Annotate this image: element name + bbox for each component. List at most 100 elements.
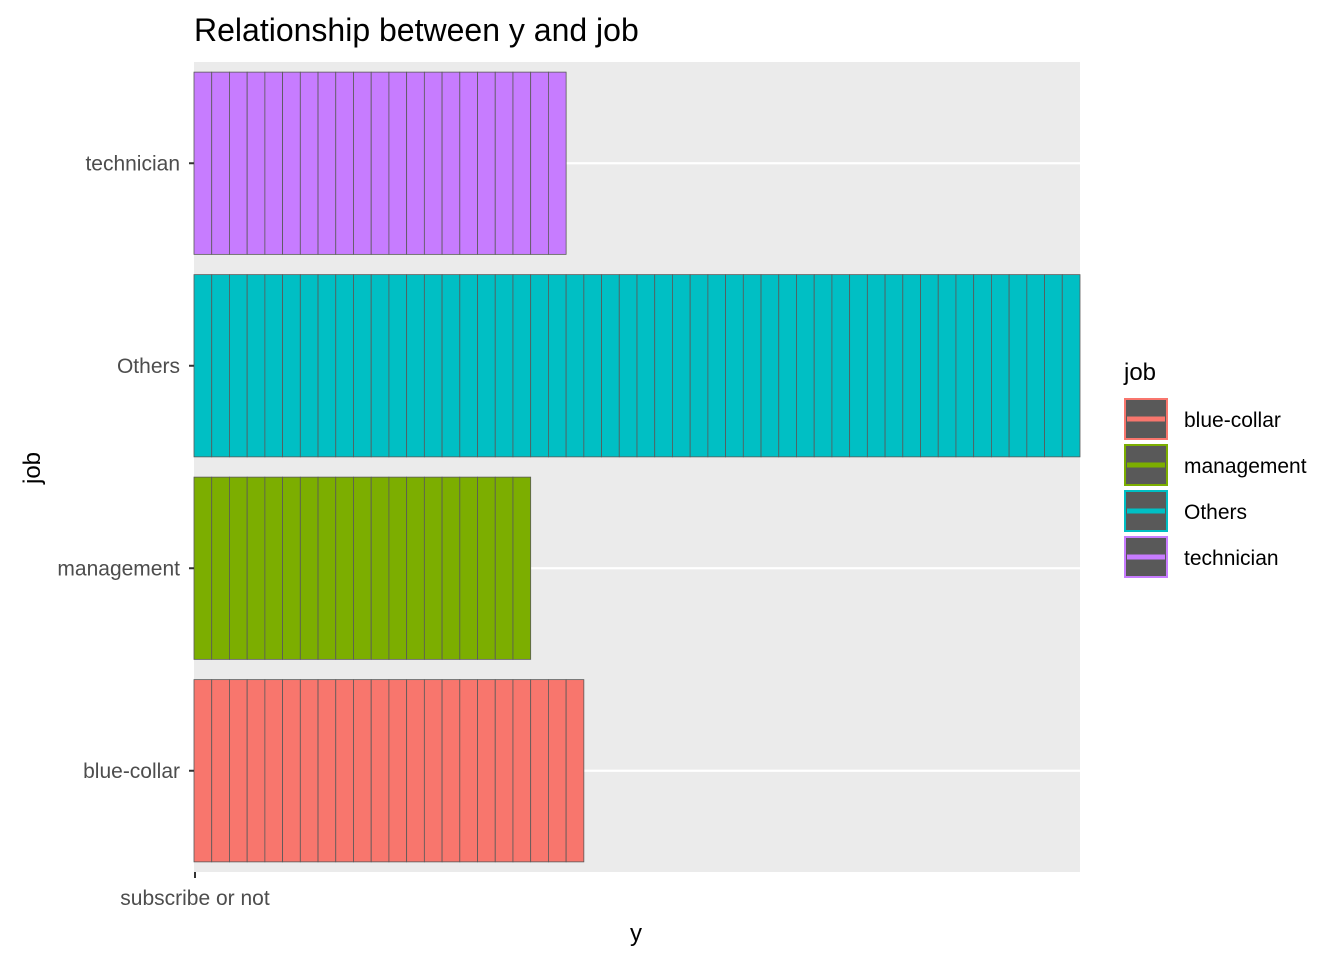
bar-segment-technician	[406, 71, 425, 255]
bar-segment-Others	[512, 274, 532, 458]
bars	[193, 71, 1081, 863]
legend-item-management: management	[1124, 444, 1307, 486]
bar-segment-Others	[1061, 274, 1081, 458]
bar-segment-technician	[388, 71, 408, 255]
bar-Others	[193, 274, 1081, 458]
bar-segment-blue-collar	[264, 679, 284, 863]
bar-segment-Others	[636, 274, 656, 458]
bar-segment-Others	[459, 274, 478, 458]
bar-technician	[193, 71, 567, 255]
bar-segment-Others	[654, 274, 673, 458]
bar-segment-Others	[264, 274, 284, 458]
bar-segment-technician	[423, 71, 443, 255]
bar-segment-Others	[973, 274, 992, 458]
bar-management	[193, 476, 532, 660]
bar-segment-Others	[370, 274, 390, 458]
bar-segment-Others	[778, 274, 797, 458]
y-tick-label: Others	[117, 355, 180, 378]
bar-segment-management	[229, 476, 248, 660]
bar-segment-Others	[1044, 274, 1063, 458]
y-axis-title: job	[19, 452, 46, 485]
bar-segment-Others	[583, 274, 602, 458]
bar-segment-blue-collar	[565, 679, 585, 863]
bar-segment-Others	[211, 274, 230, 458]
bar-segment-Others	[937, 274, 957, 458]
bar-segment-Others	[725, 274, 744, 458]
bar-segment-technician	[477, 71, 496, 255]
y-tick-label: management	[57, 557, 180, 580]
bar-segment-Others	[849, 274, 868, 458]
bar-segment-technician	[530, 71, 549, 255]
x-axis: subscribe or not	[120, 872, 270, 910]
bar-segment-blue-collar	[211, 679, 230, 863]
y-axis: blue-collar management Others technician	[57, 152, 194, 783]
bar-segment-technician	[246, 71, 266, 255]
bar-segment-blue-collar	[459, 679, 478, 863]
bar-segment-Others	[831, 274, 851, 458]
bar-segment-Others	[406, 274, 425, 458]
bar-segment-technician	[370, 71, 390, 255]
bar-segment-blue-collar	[282, 679, 301, 863]
bar-segment-Others	[353, 274, 372, 458]
bar-segment-management	[423, 476, 443, 660]
bar-segment-management	[317, 476, 337, 660]
bar-segment-blue-collar	[530, 679, 549, 863]
bar-segment-Others	[796, 274, 815, 458]
legend-label: Others	[1184, 501, 1247, 524]
bar-segment-blue-collar	[423, 679, 443, 863]
bar-segment-Others	[335, 274, 354, 458]
bar-segment-Others	[388, 274, 408, 458]
bar-segment-technician	[282, 71, 301, 255]
bar-segment-blue-collar	[317, 679, 337, 863]
bar-segment-Others	[423, 274, 443, 458]
bar-segment-management	[211, 476, 230, 660]
bar-segment-management	[477, 476, 496, 660]
legend-item-blue-collar: blue-collar	[1124, 398, 1281, 440]
bar-segment-management	[193, 476, 213, 660]
bar-segment-technician	[548, 71, 567, 255]
bar-segment-management	[494, 476, 514, 660]
bar-segment-management	[282, 476, 301, 660]
legend: job blue-collar management Others technicia…	[1123, 359, 1307, 578]
bar-segment-blue-collar	[299, 679, 319, 863]
bar-segment-technician	[353, 71, 372, 255]
bar-segment-Others	[565, 274, 585, 458]
bar-segment-Others	[246, 274, 266, 458]
bar-segment-Others	[866, 274, 886, 458]
bar-segment-Others	[299, 274, 319, 458]
bar-segment-Others	[742, 274, 762, 458]
bar-segment-Others	[813, 274, 833, 458]
bar-segment-management	[406, 476, 425, 660]
bar-segment-technician	[299, 71, 319, 255]
bar-segment-Others	[707, 274, 727, 458]
bar-segment-Others	[317, 274, 337, 458]
legend-label: management	[1184, 455, 1307, 478]
legend-label: technician	[1184, 547, 1279, 570]
bar-segment-technician	[229, 71, 248, 255]
bar-segment-blue-collar	[193, 679, 213, 863]
x-tick-label: subscribe or not	[120, 887, 270, 910]
bar-segment-management	[335, 476, 354, 660]
bar-segment-blue-collar	[335, 679, 354, 863]
bar-segment-technician	[317, 71, 337, 255]
bar-segment-blue-collar	[406, 679, 425, 863]
bar-segment-Others	[441, 274, 461, 458]
bar-segment-management	[459, 476, 478, 660]
bar-segment-management	[246, 476, 266, 660]
bar-segment-blue-collar	[512, 679, 532, 863]
bar-segment-Others	[920, 274, 939, 458]
bar-segment-technician	[512, 71, 532, 255]
bar-segment-blue-collar	[229, 679, 248, 863]
legend-item-Others: Others	[1124, 490, 1247, 532]
bar-segment-Others	[955, 274, 975, 458]
x-axis-title: y	[630, 920, 642, 947]
bar-segment-management	[388, 476, 408, 660]
bar-segment-technician	[211, 71, 230, 255]
bar-segment-Others	[1026, 274, 1045, 458]
bar-segment-management	[512, 476, 532, 660]
bar-segment-blue-collar	[353, 679, 372, 863]
bar-segment-management	[353, 476, 372, 660]
bar-segment-Others	[991, 274, 1010, 458]
bar-segment-Others	[902, 274, 921, 458]
bar-segment-blue-collar	[246, 679, 266, 863]
